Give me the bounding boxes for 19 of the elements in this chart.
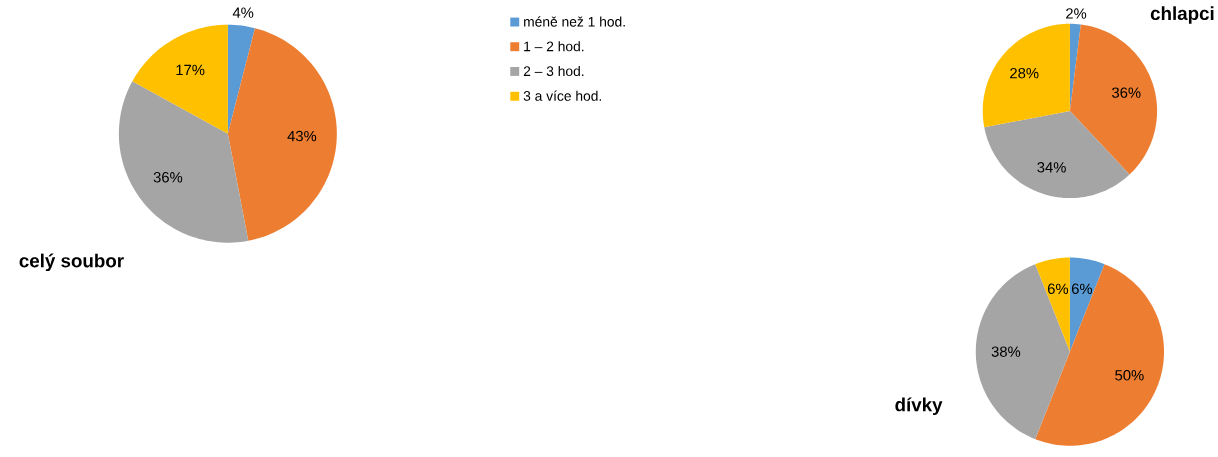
data-label: 17% [176,64,205,76]
text: celý soubor [19,253,124,272]
data-label: 6% [1047,283,1069,295]
data-label: 36% [153,172,183,183]
data-label: 34% [1037,162,1066,173]
legend-label: 1 – 2 hod. [524,41,584,52]
legend-label: 2 – 3 hod. [523,66,584,77]
text: dívky [895,397,943,416]
data-label: 28% [1010,68,1039,79]
data-label: 4% [232,7,254,18]
data-label: 38% [991,346,1021,358]
chart-title: chlapci [1150,6,1214,24]
data-label: 2% [1066,8,1087,19]
data-label: 50% [1115,370,1144,381]
data-label: 36% [1112,87,1141,99]
data-label: 6% [1071,283,1093,295]
data-label: 43% [287,130,317,142]
legend-label: 3 a více hod. [523,90,602,102]
legend-label: méně než 1 hod. [524,16,625,27]
